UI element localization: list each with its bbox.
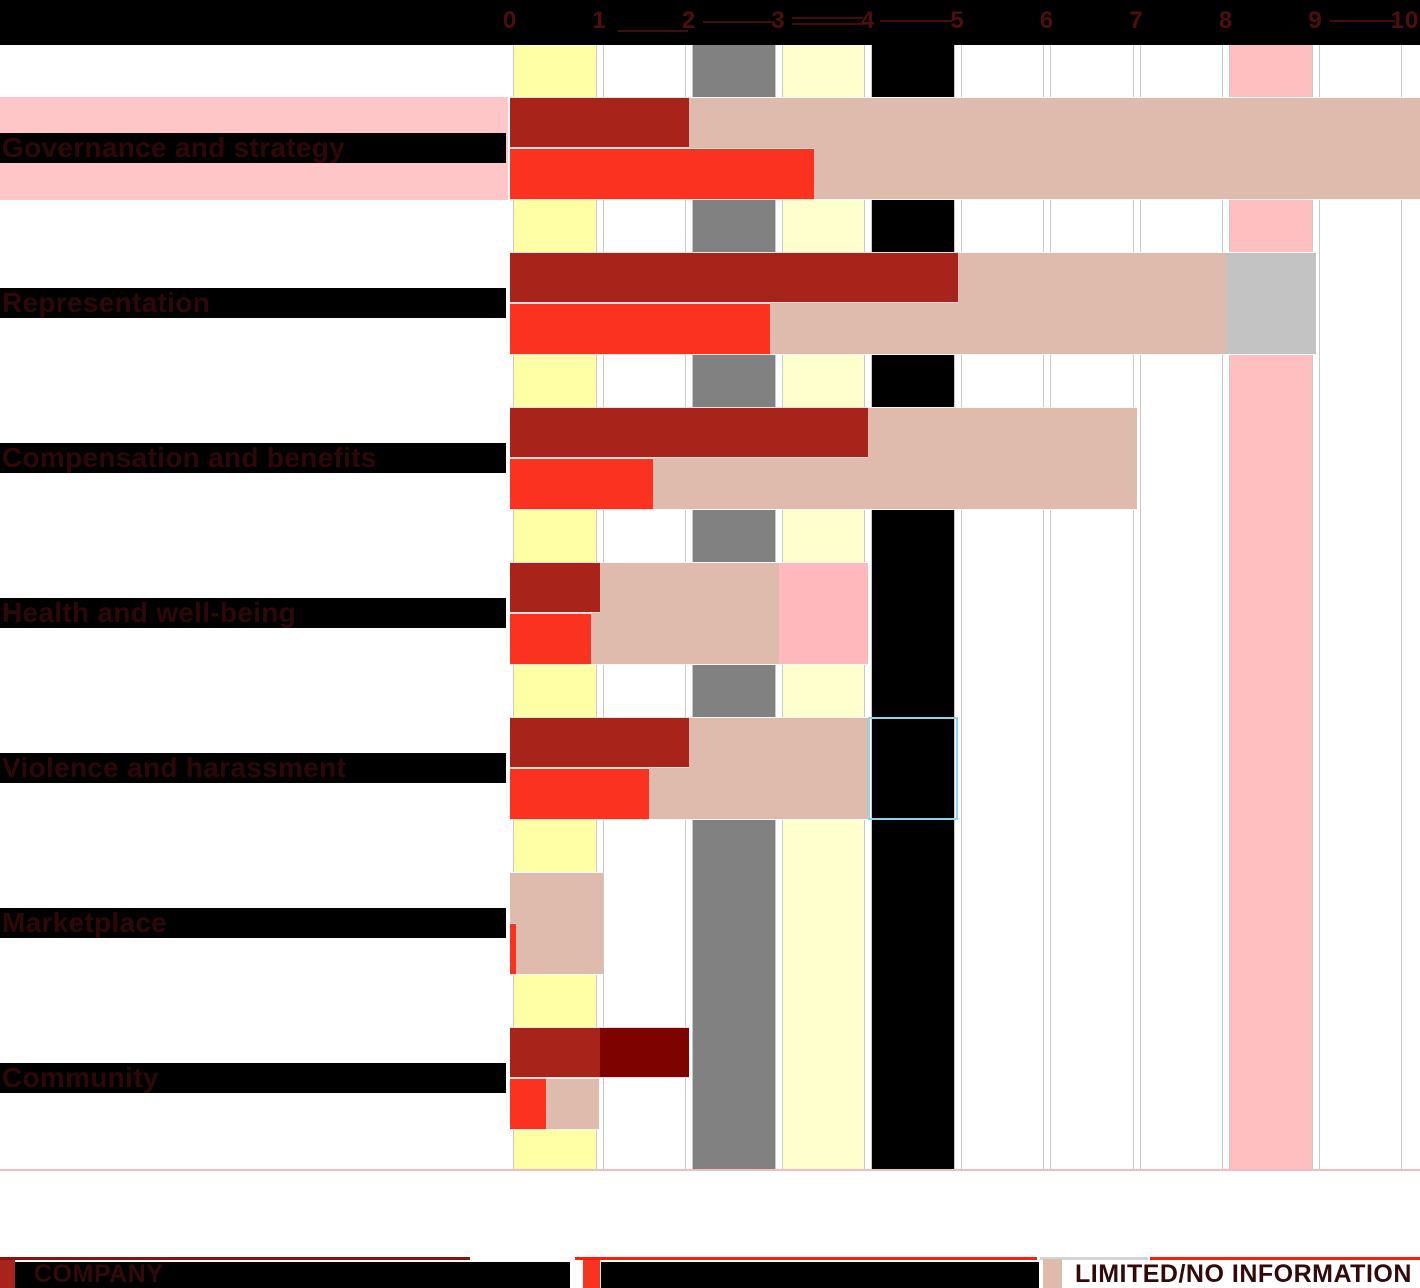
axis-tick-label: 1	[592, 7, 607, 34]
grid-band-8	[1229, 45, 1313, 1171]
category-label-band: Marketplace	[0, 908, 506, 938]
grid-band-9	[1318, 45, 1402, 1171]
legend-label-1	[620, 1260, 920, 1288]
header-rule	[792, 23, 863, 25]
axis-header: 0 1 2 3 4 5 6 7 8 9 10	[0, 0, 1420, 45]
grid-band-7	[1139, 45, 1223, 1171]
legend-top-rule	[1040, 1257, 1148, 1260]
bar-bottom-bright_red	[510, 458, 654, 510]
legend-top-rule	[575, 1257, 1037, 1260]
chart-bottom-border	[0, 1169, 1420, 1171]
bar-top-darkest_red	[599, 1027, 689, 1078]
axis-tick-label: 4	[860, 7, 876, 34]
category-label: Health and well-being	[2, 597, 297, 628]
axis-tick-label: 8	[1218, 7, 1234, 34]
bar-bottom-bright_red	[510, 1078, 546, 1130]
header-rule	[880, 20, 952, 22]
bar-bottom-bright_red	[510, 303, 770, 355]
header-rule	[618, 30, 688, 32]
block-pink_block	[778, 562, 868, 665]
bar-bottom-tan	[545, 1078, 600, 1130]
header-rule	[792, 17, 863, 19]
category-label: Representation	[2, 287, 211, 318]
category-label: Violence and harassment	[2, 752, 347, 783]
category-label-band: Governance and strategy	[0, 133, 506, 163]
axis-tick-label: 2	[681, 7, 697, 34]
bar-bottom-bright_red	[510, 613, 591, 665]
grid-band-4	[871, 45, 955, 1171]
axis-tick-label: 6	[1039, 7, 1055, 34]
axis-tick-label: 10	[1390, 7, 1420, 34]
legend-label-0: COMPANY	[34, 1259, 164, 1288]
axis-tick-label: 3	[771, 7, 786, 34]
legend-label-2: LIMITED/NO INFORMATION	[1075, 1259, 1412, 1288]
legend-label-band-1	[601, 1262, 1039, 1288]
bar-bottom-bright_red	[510, 768, 649, 820]
bar-top-dark_red	[510, 407, 868, 458]
bar-top-dark_red	[510, 97, 689, 148]
grid-band-5	[960, 45, 1044, 1171]
block-tan	[510, 872, 604, 975]
legend-swatch-2	[1043, 1259, 1062, 1288]
bar-top-dark_red	[510, 1027, 600, 1078]
category-label-band: Community	[0, 1063, 506, 1093]
category-label-band: Representation	[0, 288, 506, 318]
legend-top-rule	[1150, 1257, 1420, 1260]
bar-top-dark_red	[510, 717, 689, 768]
category-label: Marketplace	[2, 907, 168, 938]
legend-top-rule	[0, 1257, 470, 1260]
axis-tick-label: 7	[1129, 7, 1144, 34]
header-rule	[703, 21, 775, 23]
bar-top-dark_red	[510, 562, 600, 613]
block-silver	[1226, 252, 1316, 355]
grid-band-6	[1050, 45, 1134, 1171]
category-label-band: Compensation and benefits	[0, 443, 506, 473]
legend-swatch-1	[583, 1260, 600, 1288]
category-label: Community	[2, 1062, 159, 1093]
category-label-band: Health and well-being	[0, 598, 506, 628]
category-label: Governance and strategy	[2, 132, 346, 163]
highlight-cell-outline	[868, 717, 958, 820]
axis-tick-label: 9	[1308, 7, 1323, 34]
bar-bottom-bright_red	[510, 148, 815, 200]
header-rule	[1330, 20, 1395, 22]
legend-swatch-0	[0, 1260, 15, 1288]
category-label-band: Violence and harassment	[0, 753, 506, 783]
category-label: Compensation and benefits	[2, 442, 377, 473]
legend-label-band-0	[15, 1262, 570, 1288]
bar-top-dark_red	[510, 252, 958, 303]
axis-tick-label: 5	[950, 7, 965, 34]
bar-bottom-bright_red	[510, 923, 517, 975]
axis-tick-label: 0	[502, 7, 518, 34]
